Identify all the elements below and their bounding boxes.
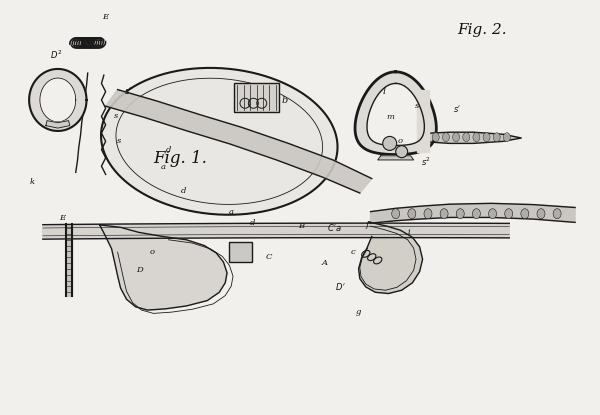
Ellipse shape — [473, 133, 480, 142]
Ellipse shape — [422, 133, 429, 142]
Polygon shape — [367, 83, 424, 146]
Ellipse shape — [463, 133, 470, 142]
Polygon shape — [355, 72, 436, 154]
Text: $C'a$: $C'a$ — [327, 222, 342, 233]
Text: f: f — [365, 221, 368, 229]
Text: o: o — [149, 248, 154, 256]
Text: $D^2$: $D^2$ — [50, 49, 62, 61]
Ellipse shape — [553, 209, 561, 219]
Text: $s'$: $s'$ — [452, 103, 461, 114]
Ellipse shape — [452, 133, 460, 142]
Text: E: E — [103, 13, 109, 21]
Polygon shape — [101, 68, 338, 215]
Ellipse shape — [537, 209, 545, 219]
Polygon shape — [65, 224, 71, 296]
Polygon shape — [371, 203, 575, 223]
Text: $s'$: $s'$ — [124, 85, 133, 96]
Text: $s^2$: $s^2$ — [421, 156, 431, 168]
Ellipse shape — [424, 209, 432, 219]
Polygon shape — [40, 78, 76, 122]
Text: b: b — [282, 96, 289, 105]
Polygon shape — [100, 225, 227, 310]
Ellipse shape — [440, 209, 448, 219]
Polygon shape — [417, 90, 428, 151]
Ellipse shape — [432, 133, 439, 142]
Text: k: k — [29, 178, 35, 186]
Text: C: C — [266, 253, 272, 261]
Text: s: s — [114, 112, 119, 120]
Text: d: d — [250, 219, 255, 227]
Text: a: a — [161, 163, 166, 171]
Text: a: a — [229, 208, 234, 217]
Ellipse shape — [503, 133, 511, 142]
Circle shape — [383, 137, 397, 150]
Text: g: g — [356, 308, 361, 316]
Text: i: i — [407, 228, 410, 236]
Ellipse shape — [505, 209, 512, 219]
Text: d: d — [181, 187, 186, 195]
Polygon shape — [106, 90, 372, 193]
Text: m: m — [387, 112, 395, 120]
Ellipse shape — [408, 209, 416, 219]
Text: o: o — [398, 137, 403, 145]
Text: $D'$: $D'$ — [335, 281, 346, 292]
Ellipse shape — [493, 133, 500, 142]
Polygon shape — [359, 222, 422, 293]
Ellipse shape — [488, 209, 497, 219]
Ellipse shape — [442, 133, 449, 142]
Ellipse shape — [521, 209, 529, 219]
Text: s: s — [415, 102, 419, 110]
Text: D: D — [136, 266, 143, 274]
Ellipse shape — [472, 209, 481, 219]
Polygon shape — [43, 223, 509, 239]
Circle shape — [395, 146, 407, 158]
Bar — [234, 83, 279, 112]
Ellipse shape — [392, 209, 400, 219]
Text: Fig. 1.: Fig. 1. — [154, 150, 208, 167]
Polygon shape — [46, 121, 70, 128]
Ellipse shape — [456, 209, 464, 219]
Text: c: c — [350, 248, 355, 256]
Text: Fig. 2.: Fig. 2. — [458, 23, 507, 37]
Ellipse shape — [483, 133, 490, 142]
Text: B: B — [298, 222, 304, 230]
Text: l: l — [382, 87, 385, 96]
Polygon shape — [416, 132, 521, 144]
Text: E: E — [59, 214, 65, 222]
Bar — [229, 242, 252, 262]
Polygon shape — [29, 69, 86, 131]
Text: d: d — [166, 146, 171, 154]
Polygon shape — [378, 156, 413, 160]
Text: A: A — [322, 259, 328, 267]
Text: s: s — [117, 137, 122, 145]
